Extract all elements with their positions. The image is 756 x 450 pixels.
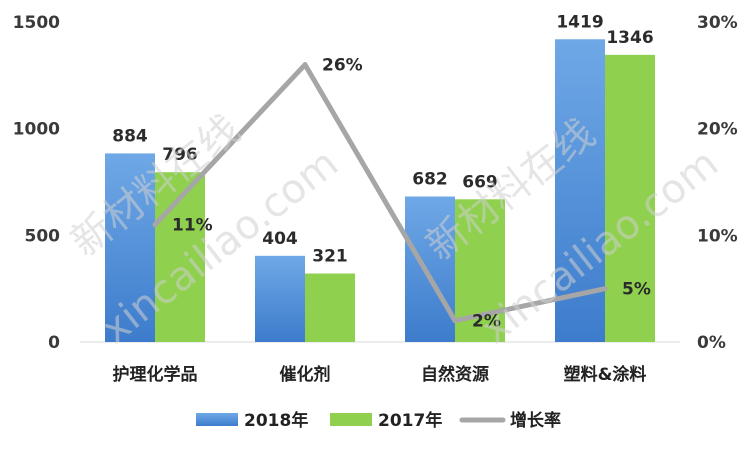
bar-value-label: 1419 [556,12,603,32]
category-label: 自然资源 [421,364,489,385]
right-axis: 0% 10% 20% 30% [697,13,738,353]
growth-rate-line [152,62,608,324]
category-label: 护理化学品 [113,364,198,385]
category-labels: 护理化学品 催化剂 自然资源 塑料&涂料 [113,364,647,385]
growth-rate-point [152,222,158,228]
growth-rate-point [602,286,608,292]
category-label: 催化剂 [280,364,331,385]
bar-value-label: 1346 [606,28,653,48]
left-tick-label: 1000 [13,120,60,140]
left-tick-label: 1500 [13,13,60,33]
bar-value-label: 321 [312,247,348,267]
legend-label-2017: 2017年 [378,410,442,431]
bar-2018 [105,153,155,342]
legend-swatch-2018 [196,413,238,426]
bar-value-label: 404 [262,229,298,249]
legend: 2018年 2017年 增长率 [196,410,561,431]
growth-rate-point [302,62,308,68]
legend-label-growth: 增长率 [510,410,561,431]
right-tick-label: 30% [697,13,738,33]
bar-2017 [305,273,355,342]
bar-value-label: 669 [462,172,498,192]
growth-rate-point [452,318,458,324]
legend-swatch-2017 [330,413,372,426]
bar-2018 [405,196,455,342]
bar-value-label: 796 [162,145,198,165]
growth-line [152,62,608,324]
right-tick-label: 20% [697,120,738,140]
bar-value-label: 884 [112,126,148,146]
category-label: 塑料&涂料 [564,364,647,385]
left-tick-label: 500 [25,226,61,246]
bar-2018 [255,255,305,342]
legend-label-2018: 2018年 [244,410,308,431]
right-tick-label: 10% [697,226,738,246]
growth-rate-label: 5% [622,280,651,300]
growth-rate-label: 11% [172,216,213,236]
left-tick-label: 0 [48,333,60,353]
bar-value-label: 682 [412,170,448,190]
growth-rate-label: 26% [322,56,363,76]
right-tick-label: 0% [697,333,726,353]
growth-rate-label: 2% [472,312,501,332]
left-axis: 0 500 1000 1500 [13,13,680,353]
bar-2017 [605,54,655,342]
